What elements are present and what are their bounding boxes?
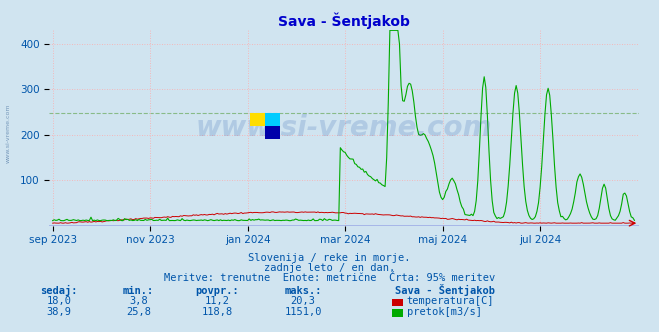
Text: 25,8: 25,8 bbox=[126, 307, 151, 317]
Text: Meritve: trenutne  Enote: metrične  Črta: 95% meritev: Meritve: trenutne Enote: metrične Črta: … bbox=[164, 273, 495, 283]
Text: 18,0: 18,0 bbox=[47, 296, 72, 306]
Text: www.si-vreme.com: www.si-vreme.com bbox=[6, 103, 11, 163]
Text: temperatura[C]: temperatura[C] bbox=[407, 296, 494, 306]
Bar bbox=[265, 113, 280, 126]
Text: maks.:: maks.: bbox=[285, 286, 322, 296]
Bar bbox=[250, 113, 265, 126]
Text: Sava - Šentjakob: Sava - Šentjakob bbox=[395, 284, 496, 296]
Text: www.si-vreme.com: www.si-vreme.com bbox=[196, 114, 492, 142]
Bar bbox=[265, 126, 280, 139]
Title: Sava - Šentjakob: Sava - Šentjakob bbox=[278, 12, 411, 29]
Text: 3,8: 3,8 bbox=[129, 296, 148, 306]
Text: sedaj:: sedaj: bbox=[41, 285, 78, 296]
Text: Slovenija / reke in morje.: Slovenija / reke in morje. bbox=[248, 253, 411, 263]
Text: min.:: min.: bbox=[123, 286, 154, 296]
Text: povpr.:: povpr.: bbox=[196, 286, 239, 296]
Text: 118,8: 118,8 bbox=[202, 307, 233, 317]
Text: 1151,0: 1151,0 bbox=[285, 307, 322, 317]
Text: zadnje leto / en dan.: zadnje leto / en dan. bbox=[264, 263, 395, 273]
Text: 20,3: 20,3 bbox=[291, 296, 316, 306]
Text: 11,2: 11,2 bbox=[205, 296, 230, 306]
Text: 38,9: 38,9 bbox=[47, 307, 72, 317]
Text: pretok[m3/s]: pretok[m3/s] bbox=[407, 307, 482, 317]
